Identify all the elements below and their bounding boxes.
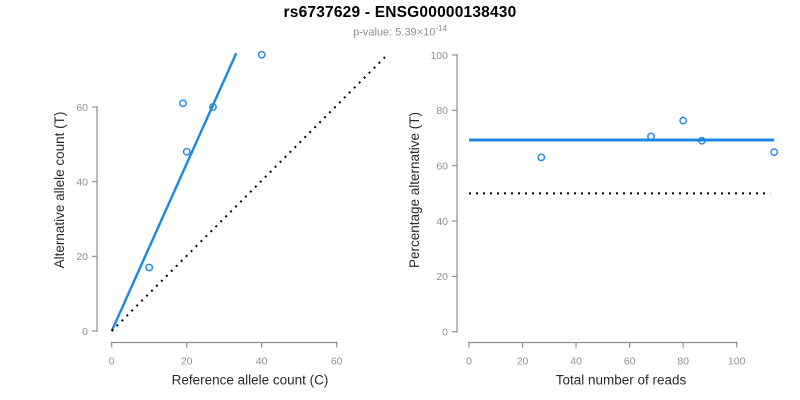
y-tick-label: 20 — [436, 271, 448, 283]
x-tick-label: 60 — [331, 356, 343, 368]
x-tick-label: 40 — [570, 356, 582, 368]
x-tick-label: 40 — [256, 356, 268, 368]
x-tick-label: 60 — [624, 356, 636, 368]
x-tick-label: 20 — [181, 356, 193, 368]
y-tick-label: 100 — [430, 50, 448, 62]
y-tick-label: 20 — [76, 251, 88, 263]
data-point — [209, 103, 217, 111]
data-point — [145, 263, 154, 272]
figure-title: rs6737629 - ENSG00000138430 — [283, 4, 517, 21]
y-axis-title: Alternative allele count (T) — [52, 112, 67, 269]
y-tick-label: 0 — [442, 327, 448, 339]
figure-subtitle: p-value: 5.39×10-14 — [0, 24, 800, 39]
right-plot: 0 20 40 60 80 100 0 20 40 60 80 100 Total number of … — [407, 50, 779, 388]
data-point — [679, 116, 688, 125]
data-point — [647, 132, 655, 141]
y-tick-label: 40 — [436, 216, 448, 228]
x-tick-label: 80 — [677, 356, 689, 368]
x-axis-title: Reference allele count (C) — [172, 373, 329, 388]
x-axis-title: Total number of reads — [556, 373, 687, 388]
data-point — [537, 153, 546, 162]
x-tick-label: 20 — [517, 356, 529, 368]
data-point — [179, 99, 187, 108]
y-tick-label: 60 — [76, 102, 88, 114]
x-tick-label: 0 — [109, 356, 115, 368]
data-point — [257, 50, 266, 59]
x-tick-label: 100 — [728, 356, 746, 368]
y-tick-label: 80 — [436, 105, 448, 117]
data-point — [182, 147, 191, 156]
pvalue-exponent: -14 — [435, 24, 447, 33]
y-axis-title: Percentage alternative (T) — [407, 112, 422, 268]
y-tick-label: 60 — [436, 160, 448, 172]
y-tick-label: 0 — [82, 326, 88, 338]
fit-line — [110, 52, 238, 332]
data-point — [697, 136, 706, 145]
pvalue-label: p-value: 5.39×10 — [353, 26, 436, 39]
y-tick-label: 40 — [76, 176, 88, 188]
x-tick-label: 0 — [466, 356, 472, 368]
identity-line — [110, 54, 389, 332]
data-point — [770, 148, 779, 157]
